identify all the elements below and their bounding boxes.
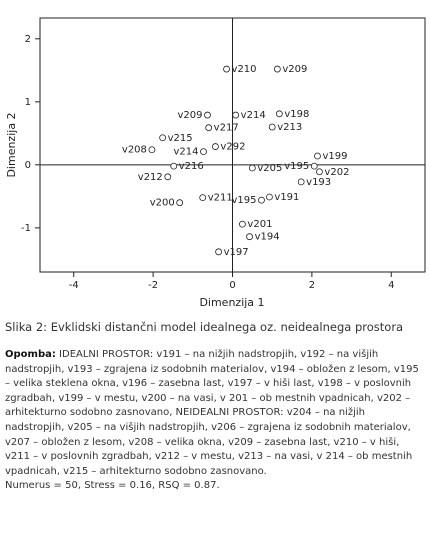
point: [212, 143, 219, 150]
x-tick-label: -2: [148, 280, 158, 291]
point: [273, 65, 281, 73]
y-axis-label: Dimenzija 2: [5, 112, 18, 177]
point-label: v195: [284, 161, 309, 172]
point-label: v210: [232, 64, 257, 75]
point: [148, 146, 156, 154]
point-label: v197: [224, 247, 249, 258]
chart: Dimenzija 1 Dimenzija 2 -4 -2 0 2 4 -1 0 1 2 v210…: [5, 17, 426, 309]
y-tick-label: -1: [21, 223, 31, 234]
point-label: v205: [257, 163, 282, 174]
x-tick-label: 2: [309, 280, 315, 291]
point: [314, 152, 321, 160]
point-label: v214: [174, 147, 199, 158]
note-stats: Numerus = 50, Stress = 0.16, RSQ = 0.87.: [5, 480, 220, 492]
point-label: v215: [168, 133, 193, 144]
point-label: v216: [179, 161, 204, 172]
point: [176, 199, 184, 207]
caption: Slika 2: Evklidski distančni model ideal…: [5, 320, 404, 334]
point: [164, 173, 172, 181]
point: [205, 124, 213, 132]
point-label: v212: [138, 172, 163, 183]
point: [204, 111, 211, 119]
y-tick-label: 1: [25, 97, 31, 108]
point: [239, 220, 246, 228]
point: [297, 178, 305, 186]
x-tick-label: -4: [69, 280, 79, 291]
point: [199, 194, 207, 202]
point: [200, 148, 207, 156]
point-label: v200: [150, 198, 175, 209]
point-label: v292: [220, 142, 245, 153]
point-label: v208: [122, 145, 147, 156]
point: [170, 162, 178, 170]
point-label: v194: [255, 232, 280, 243]
point-label: v209: [282, 64, 307, 75]
point: [232, 111, 240, 119]
point: [275, 110, 283, 118]
y-tick-label: 2: [25, 34, 31, 45]
point-label: v193: [306, 177, 331, 188]
point-label: v199: [322, 151, 347, 162]
point: [223, 65, 230, 73]
point: [316, 168, 323, 176]
note-label: Opomba:: [5, 349, 56, 360]
note-text: IDEALNI PROSTOR: v191 – na nižjih nadstr…: [5, 349, 419, 477]
point-label: v202: [324, 167, 349, 178]
point-label: v198: [284, 109, 309, 120]
point: [268, 123, 276, 131]
point-label: v191: [274, 192, 299, 203]
point-label: v211: [208, 193, 233, 204]
point: [215, 248, 223, 256]
point: [310, 162, 318, 170]
point-label: v213: [277, 122, 302, 133]
point: [248, 164, 256, 172]
point: [159, 134, 167, 142]
point-label: v217: [214, 123, 239, 134]
x-tick-label: 4: [388, 280, 394, 291]
point-label: v201: [247, 219, 272, 230]
point-label: v195: [231, 195, 256, 206]
y-tick-label: 0: [25, 160, 31, 171]
point-label: v209: [177, 110, 202, 121]
x-axis-label: Dimenzija 1: [199, 296, 264, 309]
point-label: v214: [241, 110, 266, 121]
point: [266, 193, 273, 201]
point: [246, 233, 253, 241]
x-tick-label: 0: [229, 280, 235, 291]
point: [258, 196, 265, 204]
note: Opomba: IDEALNI PROSTOR: v191 – na nižji…: [5, 348, 426, 494]
